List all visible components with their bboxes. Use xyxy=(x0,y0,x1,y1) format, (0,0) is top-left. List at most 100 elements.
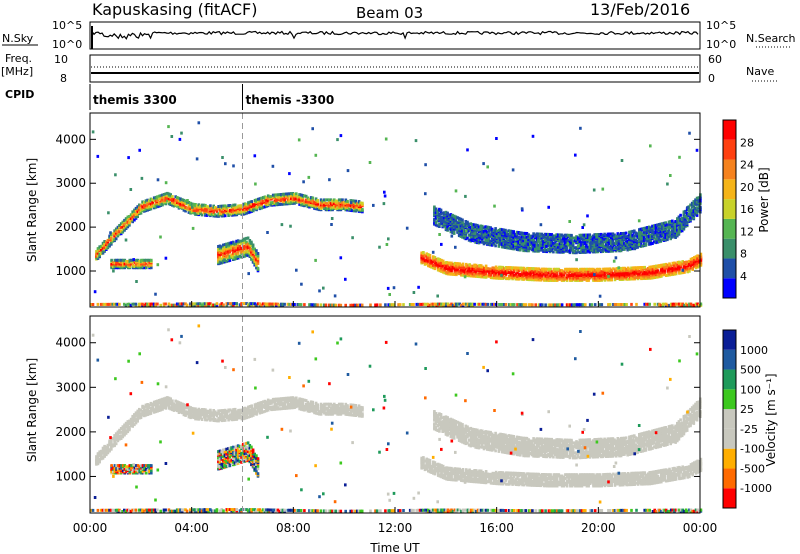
power-cell xyxy=(543,250,547,253)
power-cell xyxy=(449,215,453,219)
power-cell xyxy=(614,239,618,243)
power-cell xyxy=(245,203,248,206)
power-cell xyxy=(298,303,301,306)
power-cell xyxy=(588,276,592,280)
power-cell xyxy=(441,259,445,263)
power-cell xyxy=(500,238,504,241)
power-cell xyxy=(644,233,648,237)
power-cell xyxy=(602,267,605,271)
power-cell xyxy=(549,267,552,271)
power-cell xyxy=(486,274,490,278)
power-cell xyxy=(123,218,126,222)
power-cell xyxy=(621,232,625,235)
power-cell xyxy=(695,206,699,210)
power-cell xyxy=(119,226,123,229)
power-cell xyxy=(434,207,438,211)
power-cell xyxy=(562,275,566,279)
power-cell xyxy=(674,234,677,238)
power-cell xyxy=(555,233,558,237)
power-cell xyxy=(382,202,386,206)
power-cell xyxy=(563,248,567,252)
power-cell xyxy=(546,267,549,271)
power-cell xyxy=(635,266,638,270)
power-cell xyxy=(544,267,547,271)
power-cell xyxy=(543,232,547,236)
power-cell xyxy=(422,302,425,306)
power-cell xyxy=(164,196,168,200)
power-cell xyxy=(281,197,285,201)
power-cell xyxy=(547,267,551,271)
power-cell xyxy=(656,269,660,273)
power-cell xyxy=(500,242,504,246)
power-cell xyxy=(643,265,646,269)
power-cell xyxy=(187,201,191,204)
power-cell xyxy=(617,303,620,306)
power-cell xyxy=(199,204,202,208)
power-cell xyxy=(643,302,646,306)
power-cell xyxy=(223,214,227,218)
power-cell xyxy=(603,271,607,275)
power-cell xyxy=(639,232,643,236)
power-cell xyxy=(430,259,433,263)
power-cell xyxy=(631,233,634,237)
power-cell xyxy=(519,303,523,307)
power-cell xyxy=(479,267,483,271)
power-cell xyxy=(611,232,615,236)
power-cell xyxy=(471,302,475,306)
power-cell xyxy=(129,219,133,223)
power-cell xyxy=(285,195,288,198)
power-cell xyxy=(636,239,639,243)
power-cell xyxy=(537,235,540,238)
power-cell xyxy=(651,230,654,234)
power-cell xyxy=(476,223,479,227)
power-cell xyxy=(205,302,209,306)
power-cell xyxy=(543,242,547,246)
power-cell xyxy=(466,224,469,228)
power-cell xyxy=(141,302,144,306)
power-cell xyxy=(481,224,484,228)
power-cell xyxy=(266,194,270,198)
power-cell xyxy=(669,231,672,235)
power-cell xyxy=(271,302,275,306)
power-cell xyxy=(613,268,617,272)
power-cell xyxy=(611,241,615,244)
power-cell xyxy=(588,238,591,242)
power-cell xyxy=(166,191,169,195)
power-cell xyxy=(547,244,550,247)
power-cell xyxy=(582,223,586,227)
power-cell xyxy=(681,302,684,306)
power-cell xyxy=(405,226,409,230)
power-cell xyxy=(252,203,255,207)
power-cell xyxy=(438,258,442,262)
power-cell xyxy=(695,148,699,152)
power-cell xyxy=(254,182,257,186)
power-cell xyxy=(248,241,252,245)
power-cell xyxy=(654,223,658,227)
power-cell xyxy=(194,302,197,306)
power-cell xyxy=(472,234,476,238)
power-cell xyxy=(466,264,470,268)
power-cell xyxy=(534,303,537,307)
power-cell xyxy=(595,233,598,237)
power-cell xyxy=(351,209,354,213)
power-cell xyxy=(595,241,598,245)
power-cell xyxy=(542,277,546,281)
power-cell xyxy=(266,196,270,200)
power-cell xyxy=(605,267,609,271)
power-cell xyxy=(233,242,237,246)
power-cell xyxy=(662,232,666,236)
power-cell xyxy=(293,303,296,306)
power-cell xyxy=(502,244,506,248)
power-cell xyxy=(581,233,585,237)
power-cell xyxy=(225,211,229,215)
power-cell xyxy=(339,256,343,260)
power-cell xyxy=(438,268,442,271)
power-cell xyxy=(194,209,197,213)
power-cell xyxy=(625,267,628,271)
power-cell xyxy=(530,240,534,244)
power-cell xyxy=(460,266,463,270)
power-cell xyxy=(691,257,694,260)
power-cell xyxy=(645,302,648,306)
power-cell xyxy=(446,217,449,221)
power-cell xyxy=(273,193,277,197)
